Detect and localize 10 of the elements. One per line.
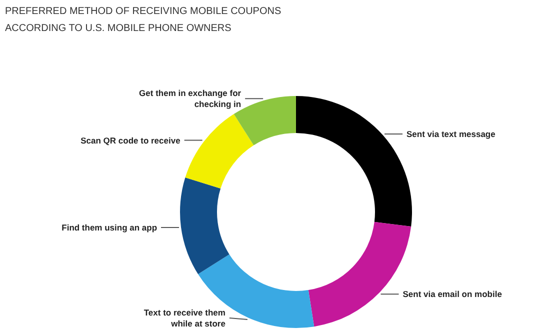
donut-slice (234, 96, 296, 146)
slice-label: Sent via email on mobile (402, 289, 502, 300)
slice-label: Get them in exchange for checking in (139, 88, 242, 110)
chart-title: PREFERRED METHOD OF RECEIVING MOBILE COUPONS ACCORDING TO U.S. MOBILE PHONE OWNERS (5, 6, 282, 34)
slice-label: Find them using an app (62, 222, 158, 233)
donut-slice (185, 114, 254, 189)
donut-slice (180, 178, 230, 274)
slice-label: Scan QR code to receive (80, 135, 181, 146)
slice-label: Text to receive them while at store (144, 308, 226, 328)
slice-label: Sent via text message (406, 128, 496, 139)
